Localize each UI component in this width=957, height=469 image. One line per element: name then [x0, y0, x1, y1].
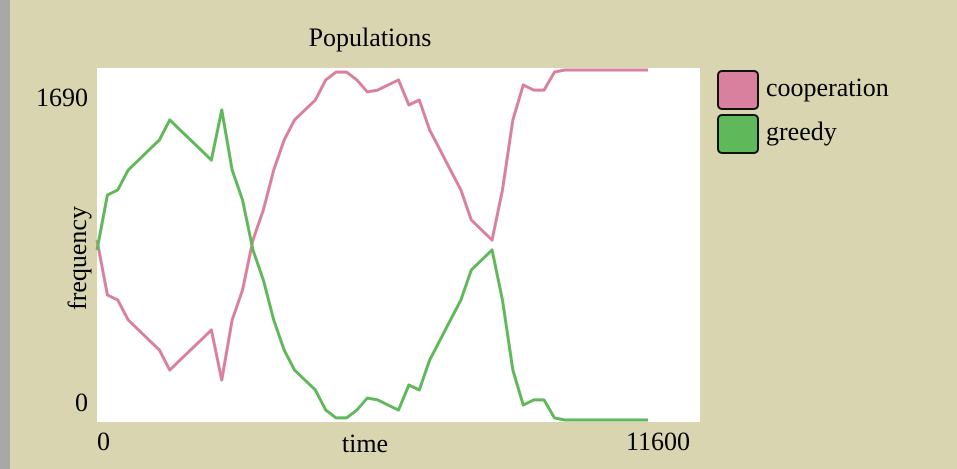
y-tick-label: 0: [75, 388, 88, 417]
series-line: [95, 108, 649, 422]
y-axis-label: frequency: [63, 206, 92, 310]
x-tick-label: 0: [97, 427, 110, 456]
plot-area: [97, 68, 700, 422]
left-edge: [0, 0, 10, 469]
y-tick-label: 1690: [36, 83, 88, 112]
x-tick-label: 11600: [626, 427, 690, 456]
chart-title: Populations: [309, 23, 432, 52]
legend-swatch: [717, 114, 759, 154]
series-line: [95, 68, 649, 382]
legend-swatch: [717, 70, 759, 110]
legend-label: greedy: [766, 117, 837, 146]
legend-label: cooperation: [766, 73, 889, 102]
x-axis-label: time: [342, 429, 388, 458]
